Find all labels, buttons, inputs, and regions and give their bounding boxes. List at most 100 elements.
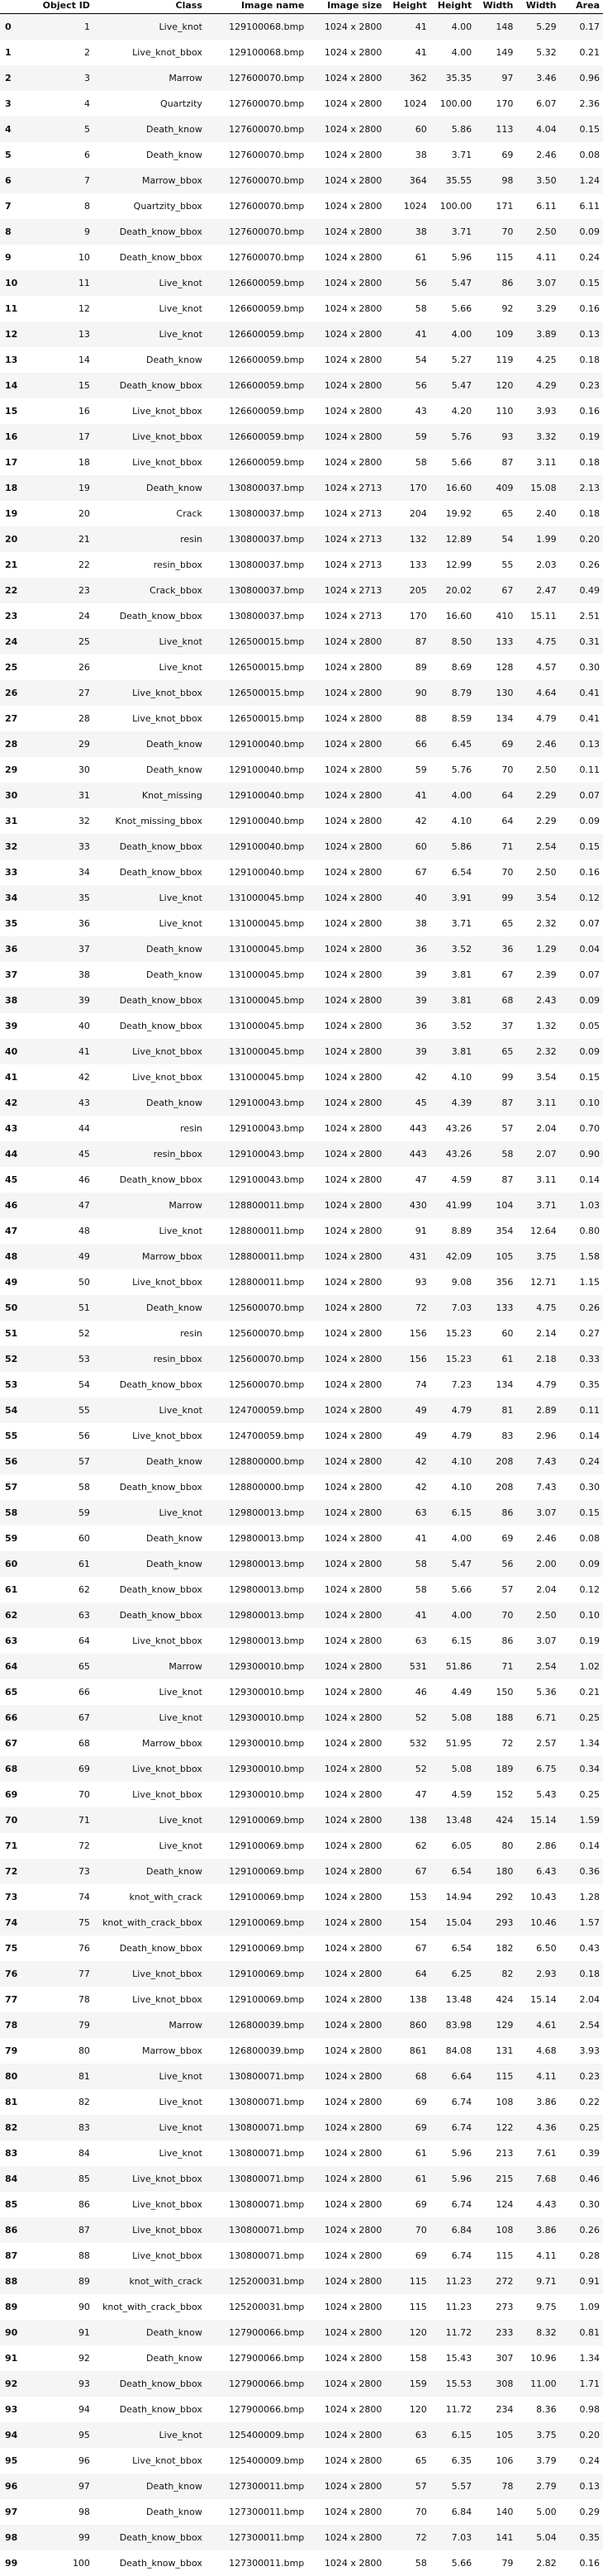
row-index: 99 bbox=[0, 2550, 21, 2576]
row-index: 1 bbox=[0, 40, 21, 65]
cell-width-pct: 3.50 bbox=[516, 168, 559, 193]
cell-image-size: 1024 x 2800 bbox=[307, 2166, 385, 2192]
cell-object-id: 32 bbox=[21, 808, 93, 834]
cell-image-size: 1024 x 2800 bbox=[307, 321, 385, 347]
cell-height-px: 38 bbox=[385, 142, 430, 168]
cell-width-px: 409 bbox=[475, 475, 516, 501]
cell-object-id: 61 bbox=[21, 1551, 93, 1577]
cell-class: Quartzity bbox=[93, 91, 206, 117]
cell-image-size: 1024 x 2800 bbox=[307, 1141, 385, 1167]
cell-height-px: 38 bbox=[385, 911, 430, 936]
cell-area: 3.93 bbox=[560, 2038, 603, 2064]
cell-area: 0.08 bbox=[560, 142, 603, 168]
cell-image-name: 125200031.bmp bbox=[206, 2269, 307, 2294]
cell-object-id: 82 bbox=[21, 2089, 93, 2115]
cell-object-id: 91 bbox=[21, 2320, 93, 2345]
cell-class: Marrow_bbox bbox=[93, 1731, 206, 1756]
cell-area: 0.34 bbox=[560, 1756, 603, 1782]
cell-width-pct: 2.40 bbox=[516, 501, 559, 526]
cell-object-id: 74 bbox=[21, 1884, 93, 1910]
row-index: 55 bbox=[0, 1423, 21, 1449]
cell-image-size: 1024 x 2800 bbox=[307, 2499, 385, 2525]
cell-image-name: 129100043.bmp bbox=[206, 1116, 307, 1141]
cell-class: Live_knot bbox=[93, 1679, 206, 1705]
cell-image-name: 131000045.bmp bbox=[206, 1039, 307, 1064]
cell-image-name: 131000045.bmp bbox=[206, 988, 307, 1013]
cell-image-size: 1024 x 2800 bbox=[307, 962, 385, 988]
cell-height-px: 60 bbox=[385, 117, 430, 142]
cell-class: Live_knot_bbox bbox=[93, 2448, 206, 2474]
cell-image-name: 126600059.bmp bbox=[206, 450, 307, 475]
cell-class: Death_know_bbox bbox=[93, 1167, 206, 1193]
cell-height-px: 91 bbox=[385, 1218, 430, 1244]
cell-area: 0.91 bbox=[560, 2269, 603, 2294]
row-index: 54 bbox=[0, 1398, 21, 1423]
row-index: 34 bbox=[0, 885, 21, 911]
cell-height-px: 41 bbox=[385, 321, 430, 347]
cell-image-size: 1024 x 2800 bbox=[307, 988, 385, 1013]
cell-area: 0.15 bbox=[560, 834, 603, 859]
cell-image-size: 1024 x 2800 bbox=[307, 2422, 385, 2448]
cell-image-size: 1024 x 2800 bbox=[307, 936, 385, 962]
cell-width-px: 70 bbox=[475, 219, 516, 245]
cell-image-size: 1024 x 2800 bbox=[307, 40, 385, 65]
cell-area: 2.51 bbox=[560, 603, 603, 629]
cell-object-id: 2 bbox=[21, 40, 93, 65]
cell-class: Marrow bbox=[93, 1654, 206, 1679]
cell-image-name: 126600059.bmp bbox=[206, 424, 307, 450]
cell-height-px: 154 bbox=[385, 1910, 430, 1936]
cell-height-px: 58 bbox=[385, 1551, 430, 1577]
cell-width-px: 81 bbox=[475, 1398, 516, 1423]
cell-height-px: 39 bbox=[385, 962, 430, 988]
cell-area: 0.12 bbox=[560, 885, 603, 911]
cell-class: Marrow bbox=[93, 2012, 206, 2038]
cell-image-name: 127600070.bmp bbox=[206, 117, 307, 142]
cell-height-px: 67 bbox=[385, 859, 430, 885]
cell-image-size: 1024 x 2800 bbox=[307, 1705, 385, 1731]
cell-height-px: 115 bbox=[385, 2294, 430, 2320]
cell-height-px: 59 bbox=[385, 757, 430, 783]
cell-image-size: 1024 x 2800 bbox=[307, 168, 385, 193]
cell-object-id: 14 bbox=[21, 347, 93, 373]
cell-height-px: 58 bbox=[385, 450, 430, 475]
cell-width-pct: 2.50 bbox=[516, 859, 559, 885]
cell-height-pct: 5.76 bbox=[430, 424, 475, 450]
cell-width-px: 60 bbox=[475, 1321, 516, 1346]
cell-image-name: 129800013.bmp bbox=[206, 1551, 307, 1577]
cell-height-px: 39 bbox=[385, 1039, 430, 1064]
cell-area: 0.18 bbox=[560, 501, 603, 526]
row-index: 17 bbox=[0, 450, 21, 475]
cell-object-id: 4 bbox=[21, 91, 93, 117]
cell-image-name: 129800013.bmp bbox=[206, 1500, 307, 1526]
cell-area: 0.49 bbox=[560, 578, 603, 603]
cell-image-name: 126600059.bmp bbox=[206, 321, 307, 347]
cell-object-id: 39 bbox=[21, 988, 93, 1013]
cell-width-px: 69 bbox=[475, 731, 516, 757]
cell-height-px: 88 bbox=[385, 706, 430, 731]
cell-height-pct: 4.00 bbox=[430, 1602, 475, 1628]
cell-class: resin_bbox bbox=[93, 1141, 206, 1167]
cell-height-px: 70 bbox=[385, 2499, 430, 2525]
cell-width-pct: 6.50 bbox=[516, 1936, 559, 1961]
row-index: 79 bbox=[0, 2038, 21, 2064]
cell-area: 0.90 bbox=[560, 1141, 603, 1167]
cell-width-px: 58 bbox=[475, 1141, 516, 1167]
cell-height-pct: 41.99 bbox=[430, 1193, 475, 1218]
cell-width-pct: 4.75 bbox=[516, 1295, 559, 1321]
cell-class: Live_knot_bbox bbox=[93, 2217, 206, 2243]
cell-height-px: 58 bbox=[385, 2550, 430, 2576]
row-index: 33 bbox=[0, 859, 21, 885]
cell-width-px: 70 bbox=[475, 757, 516, 783]
cell-object-id: 87 bbox=[21, 2217, 93, 2243]
cell-height-px: 133 bbox=[385, 552, 430, 578]
cell-class: Live_knot_bbox bbox=[93, 1782, 206, 1807]
cell-area: 0.07 bbox=[560, 783, 603, 808]
cell-class: Death_know_bbox bbox=[93, 834, 206, 859]
row-index: 85 bbox=[0, 2192, 21, 2217]
